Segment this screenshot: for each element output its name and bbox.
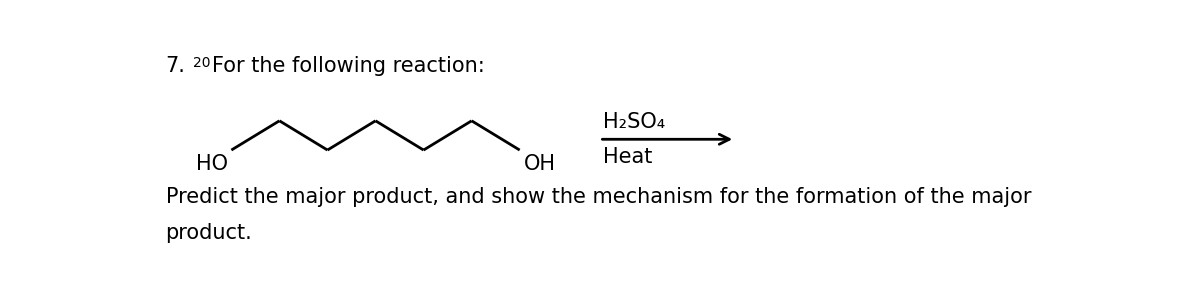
Text: HO: HO xyxy=(196,154,228,174)
Text: Predict the major product, and show the mechanism for the formation of the major: Predict the major product, and show the … xyxy=(166,187,1031,243)
Text: 7.: 7. xyxy=(166,56,185,76)
Text: Heat: Heat xyxy=(604,147,653,167)
Text: For the following reaction:: For the following reaction: xyxy=(212,56,485,76)
Text: OH: OH xyxy=(523,154,556,174)
Text: 20: 20 xyxy=(193,56,210,70)
Text: H₂SO₄: H₂SO₄ xyxy=(604,111,666,132)
